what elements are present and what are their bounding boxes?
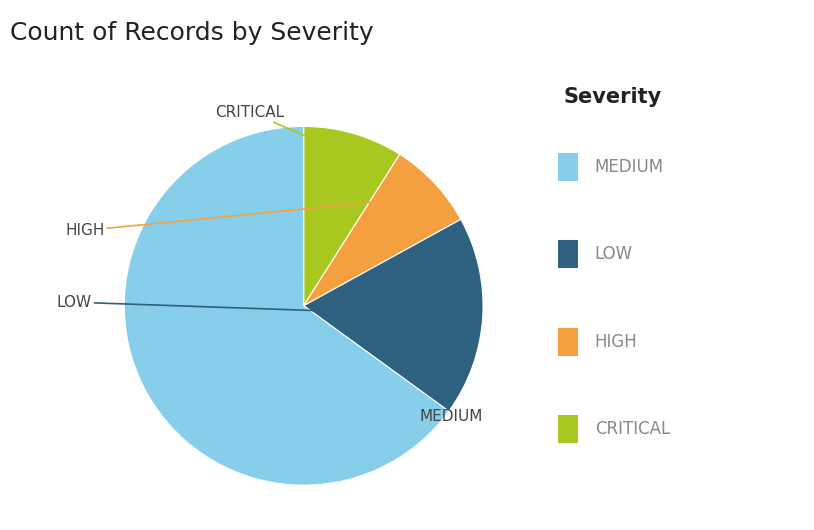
FancyBboxPatch shape — [558, 241, 578, 268]
Wedge shape — [304, 154, 461, 306]
FancyBboxPatch shape — [558, 153, 578, 181]
Text: Severity: Severity — [563, 87, 662, 108]
Wedge shape — [304, 126, 400, 306]
Text: HIGH: HIGH — [594, 333, 637, 351]
Text: CRITICAL: CRITICAL — [215, 104, 345, 153]
Wedge shape — [304, 219, 483, 411]
FancyBboxPatch shape — [558, 416, 578, 443]
Text: MEDIUM: MEDIUM — [594, 158, 663, 176]
Text: LOW: LOW — [594, 245, 632, 263]
Text: HIGH: HIGH — [65, 198, 416, 238]
FancyBboxPatch shape — [558, 328, 578, 356]
Text: MEDIUM: MEDIUM — [166, 378, 483, 425]
Text: LOW: LOW — [56, 295, 458, 315]
Wedge shape — [125, 126, 449, 485]
Text: CRITICAL: CRITICAL — [594, 420, 670, 438]
Text: Count of Records by Severity: Count of Records by Severity — [10, 21, 374, 45]
